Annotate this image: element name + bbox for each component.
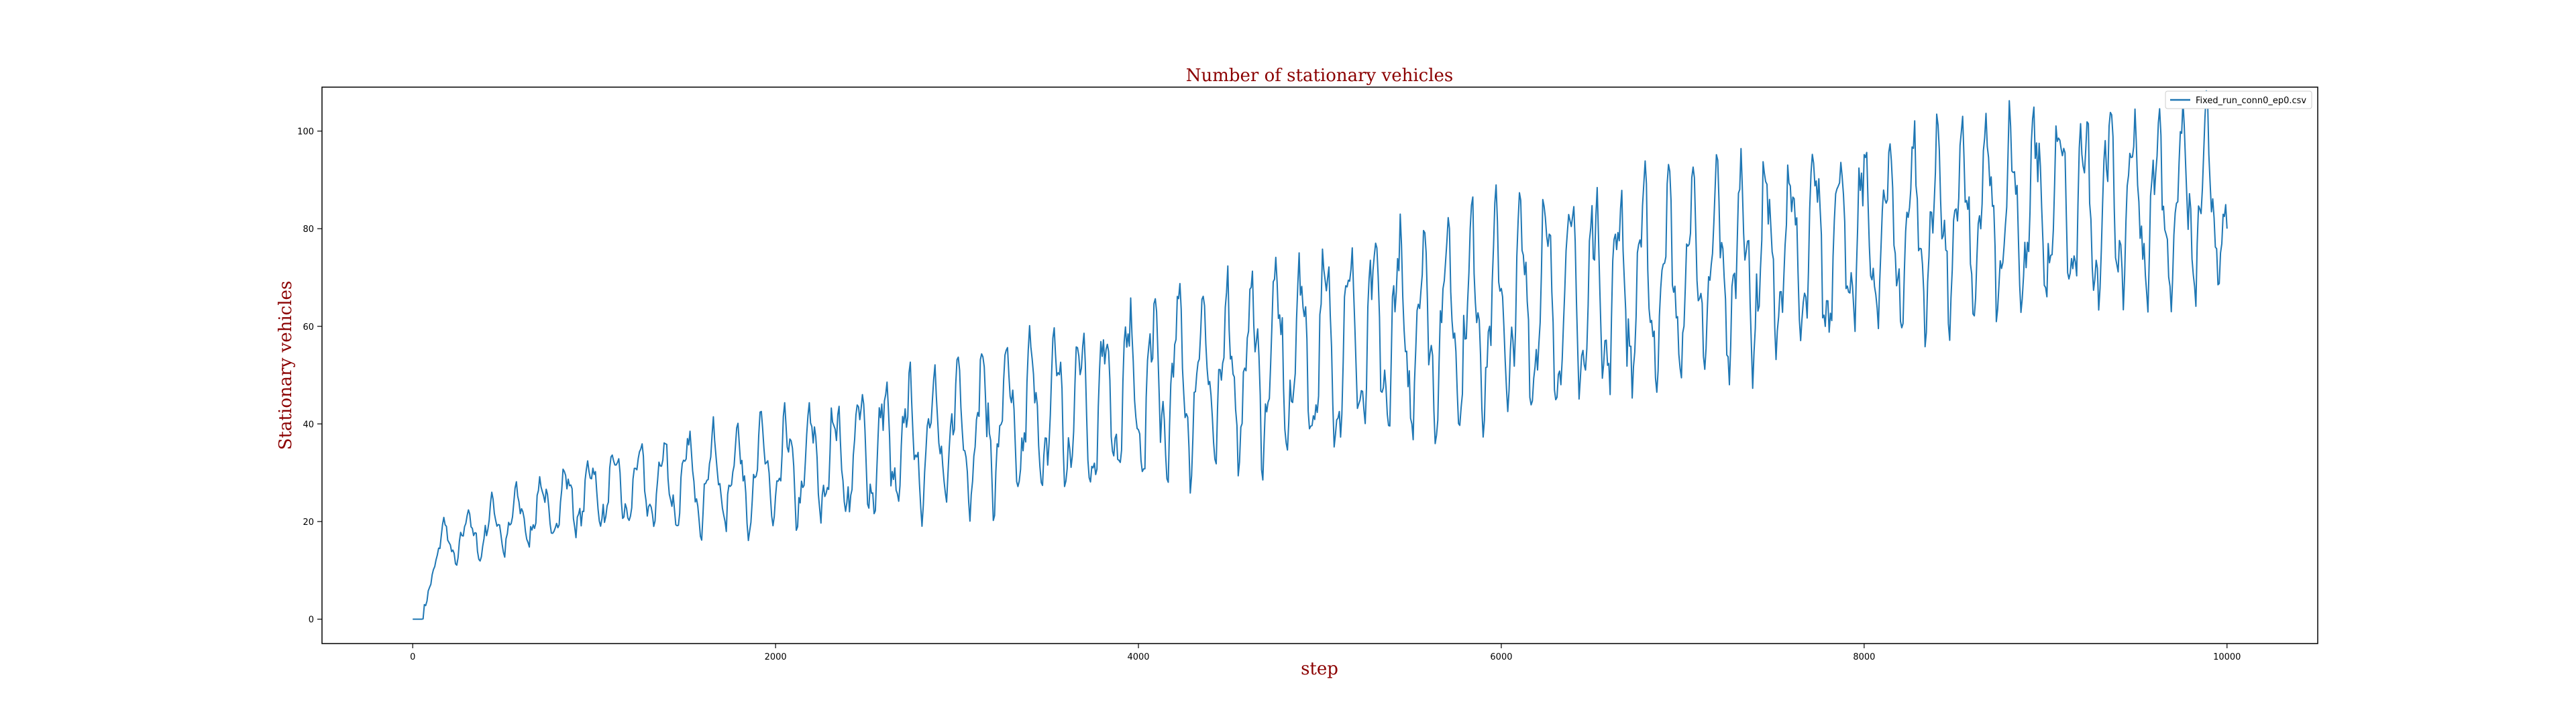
y-axis-label: Stationary vehicles (276, 281, 296, 450)
x-tick-label: 4000 (1127, 652, 1149, 662)
legend: Fixed_run_conn0_ep0.csv (2165, 90, 2312, 109)
x-tick-label: 10000 (2213, 652, 2241, 662)
series-line-fixed-run (413, 90, 2228, 620)
x-tick-label: 2000 (765, 652, 787, 662)
y-axis-ticks: 0 20 40 60 80 100 (297, 127, 322, 625)
chart-title: Number of stationary vehicles (1186, 66, 1454, 86)
y-tick-label: 0 (309, 615, 314, 625)
axes-frame (321, 86, 2318, 644)
x-axis-ticks: 0 2000 4000 6000 8000 10000 (410, 644, 2241, 662)
x-axis-label: step (1301, 659, 1338, 679)
x-tick-label: 6000 (1490, 652, 1512, 662)
y-tick-label: 40 (303, 420, 314, 430)
y-tick-label: 80 (303, 225, 314, 235)
x-tick-label: 0 (410, 652, 415, 662)
plot-area (413, 90, 2228, 620)
y-tick-label: 20 (303, 518, 314, 528)
legend-box (2165, 90, 2312, 109)
y-tick-label: 60 (303, 322, 314, 333)
legend-label: Fixed_run_conn0_ep0.csv (2196, 96, 2306, 106)
x-tick-label: 8000 (1853, 652, 1875, 662)
y-tick-label: 100 (297, 127, 314, 137)
